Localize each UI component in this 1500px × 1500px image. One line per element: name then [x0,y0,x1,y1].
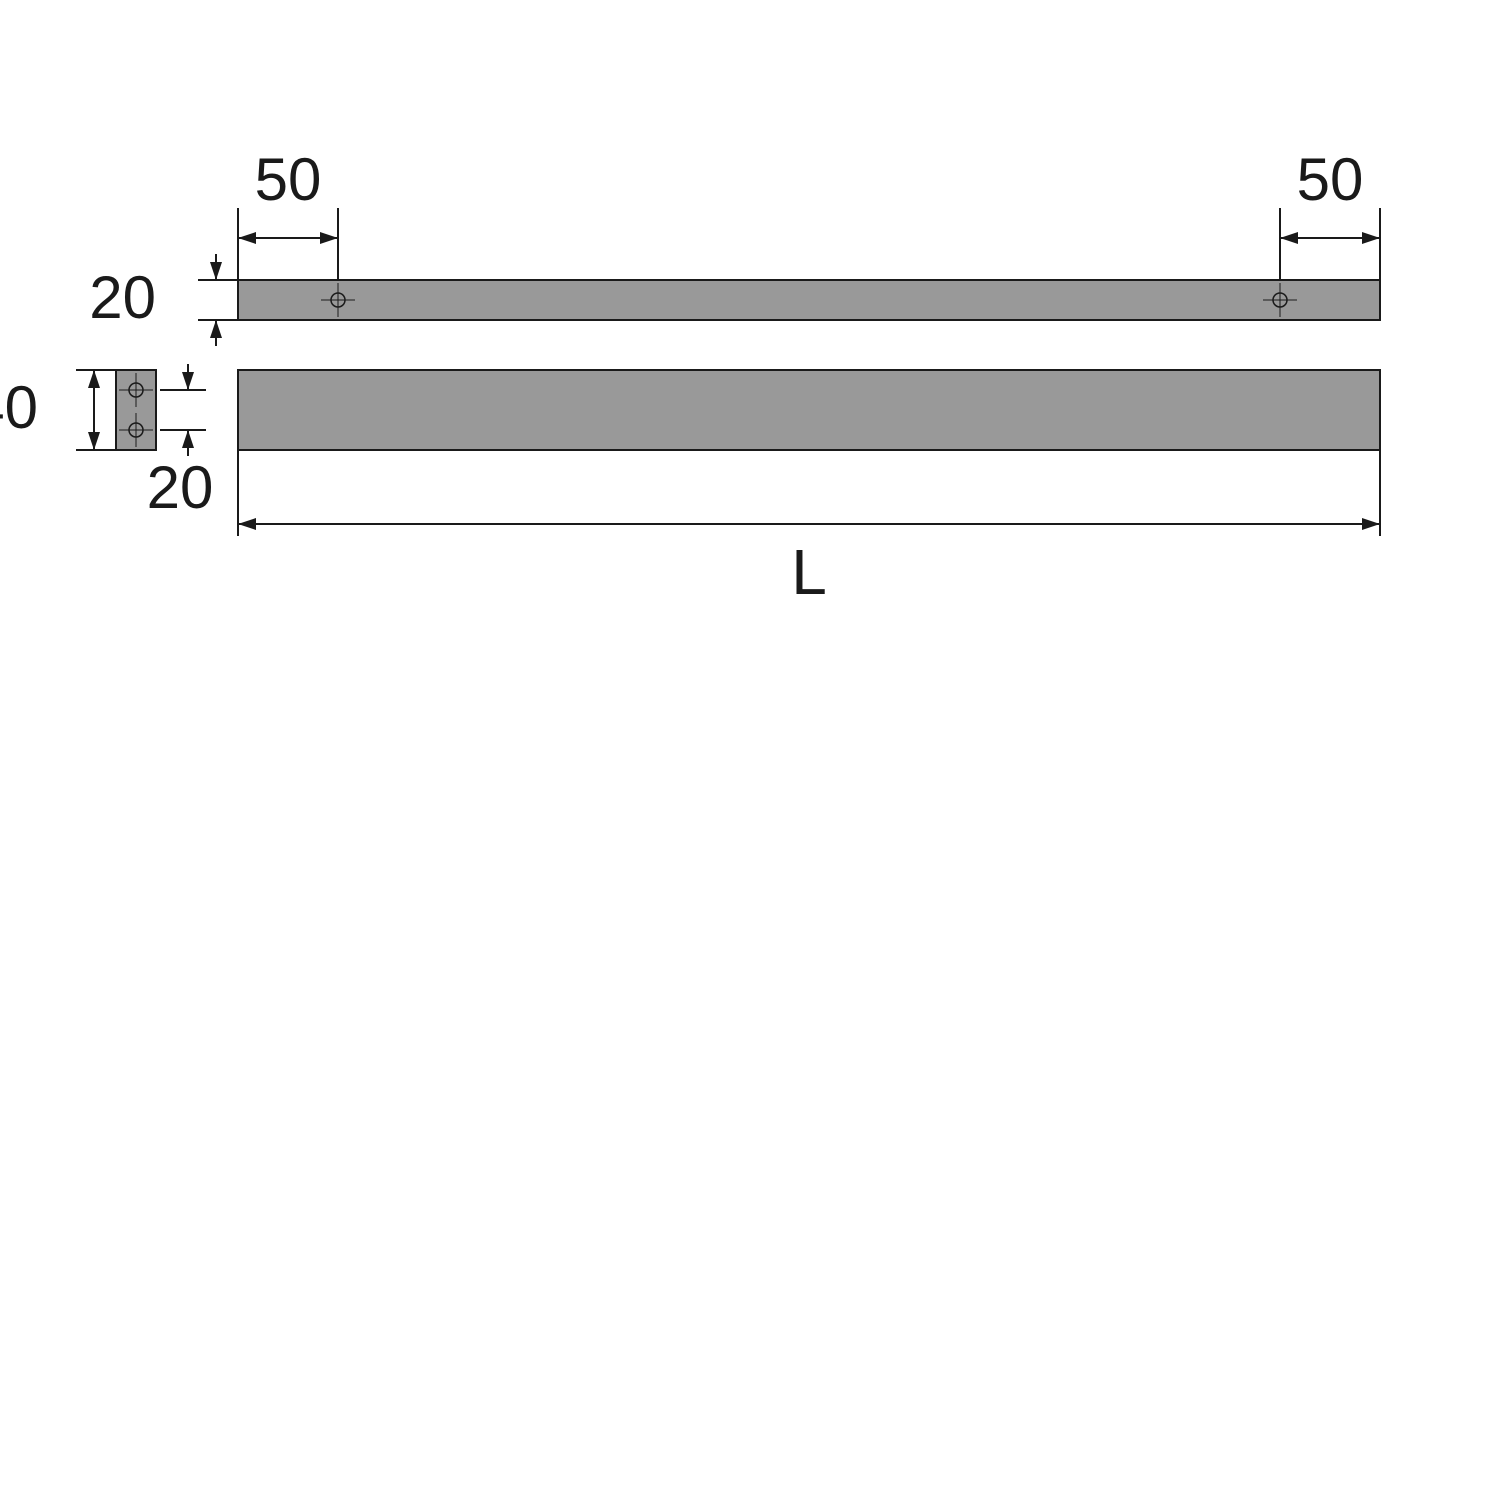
top-view-bar [238,280,1380,320]
dim-length-L: L [791,536,827,608]
front-view-bar [238,370,1380,450]
dim-top-left-50: 50 [255,146,322,213]
dim-height-20: 20 [89,264,156,331]
dim-top-right-50: 50 [1297,146,1364,213]
dim-height-40: 40 [0,374,38,441]
dim-hole-pitch-20: 20 [147,454,214,521]
